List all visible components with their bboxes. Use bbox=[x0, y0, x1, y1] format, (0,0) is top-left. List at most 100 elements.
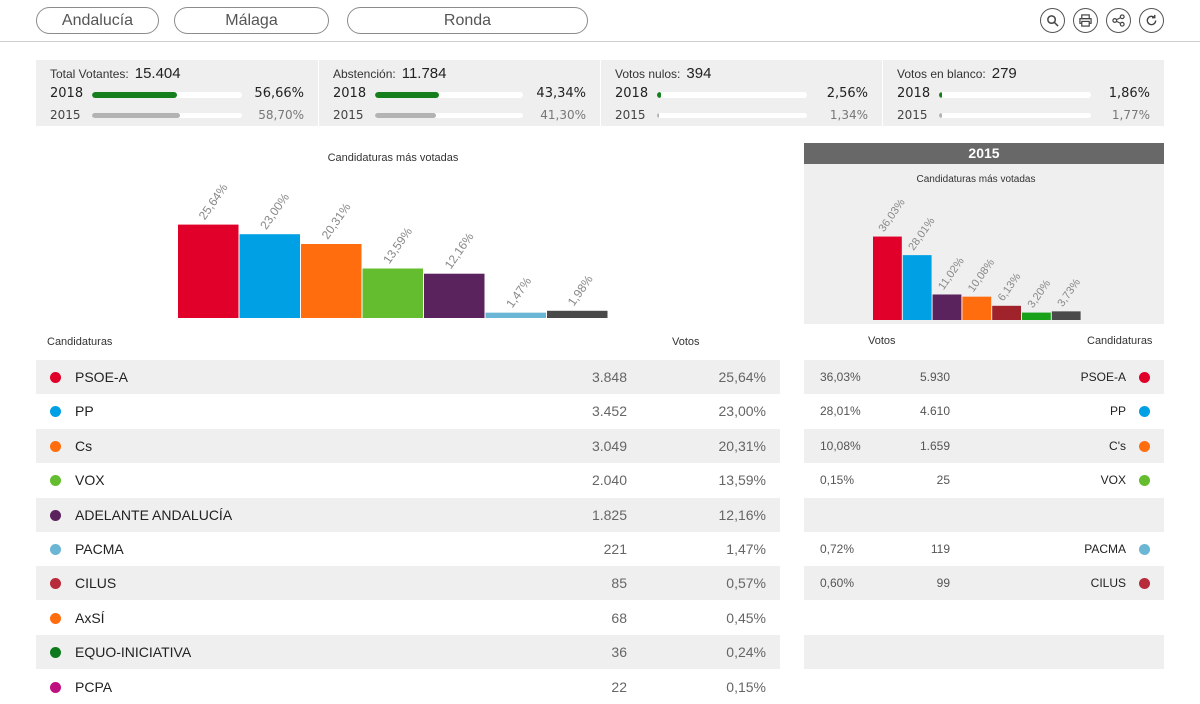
bar-value-label: 11,02% bbox=[936, 255, 967, 292]
pct-2015: 58,70% bbox=[258, 108, 304, 122]
panel-party-name: PACMA bbox=[1084, 542, 1126, 556]
party-name: PCPA bbox=[75, 678, 113, 695]
party-percent: 0,15% bbox=[726, 678, 766, 695]
search-icon[interactable] bbox=[1040, 8, 1065, 33]
municipality-selector[interactable]: Ronda bbox=[347, 7, 588, 34]
party-color-dot bbox=[50, 544, 61, 555]
party-percent: 13,59% bbox=[718, 472, 766, 489]
bar bbox=[362, 268, 423, 318]
share-icon[interactable] bbox=[1106, 8, 1131, 33]
table-row[interactable]: EQUO-INICIATIVA 36 0,24% bbox=[36, 635, 780, 670]
progress-fill bbox=[375, 113, 437, 118]
bar bbox=[547, 310, 608, 318]
panel-party-name: CILUS bbox=[1090, 576, 1126, 591]
panel-bar-chart: 36,03%28,01%11,02% 10,08%6,13% 3,20% 3,73% bbox=[873, 200, 1083, 320]
table-row[interactable]: VOX 2.040 13,59% bbox=[36, 463, 780, 497]
table-row[interactable]: PACMA 221 1,47% bbox=[36, 532, 780, 566]
pct-2015: 41,30% bbox=[540, 108, 586, 122]
pct-2018: 1,86% bbox=[1108, 86, 1150, 101]
party-percent: 20,31% bbox=[718, 437, 766, 454]
party-name: PSOE-A bbox=[75, 369, 128, 385]
party-color-dot bbox=[50, 372, 61, 383]
table-row[interactable]: PCPA 22 0,15% bbox=[36, 670, 780, 704]
table-row[interactable]: ADELANTE ANDALUCÍA 1.825 12,16% bbox=[36, 497, 780, 532]
party-name: CILUS bbox=[75, 575, 117, 592]
panel-table-row bbox=[804, 601, 1164, 635]
panel-col-candidaturas: Candidaturas bbox=[1087, 335, 1153, 347]
bar-value-label: 3,73% bbox=[1055, 276, 1083, 309]
table-row[interactable]: AxSÍ 68 0,45% bbox=[36, 601, 780, 635]
party-color-dot bbox=[1139, 406, 1150, 418]
table-row[interactable]: PP 3.452 23,00% bbox=[36, 394, 780, 428]
bar-value-label: 13,59% bbox=[380, 225, 415, 267]
bar bbox=[301, 244, 362, 318]
panel-table-row: 28,01% 4.610 PP bbox=[804, 394, 1164, 428]
col-header-votos: Votos bbox=[672, 336, 700, 348]
party-name: PACMA bbox=[75, 541, 124, 557]
stat-value: 11.784 bbox=[401, 65, 447, 82]
stat-value: 394 bbox=[686, 65, 712, 82]
party-votes: 1.825 bbox=[591, 506, 627, 523]
progress-2018 bbox=[939, 92, 1091, 98]
party-color-dot bbox=[50, 681, 61, 693]
main-bar-chart: 25,64% 23,00% 20,31% 13,59% 12,16% 1,47% 1,98% bbox=[178, 181, 608, 318]
bar-value-label: 25,64% bbox=[196, 181, 231, 223]
table-row[interactable]: PSOE-A 3.848 25,64% bbox=[36, 360, 780, 394]
refresh-icon[interactable] bbox=[1139, 8, 1164, 33]
panel-col-votos: Votos bbox=[868, 335, 896, 347]
pct-2015: 1,34% bbox=[829, 108, 868, 122]
table-row[interactable]: Cs 3.049 20,31% bbox=[36, 428, 780, 463]
party-color-dot bbox=[1139, 440, 1150, 452]
progress-fill bbox=[657, 92, 661, 98]
progress-2015 bbox=[92, 113, 242, 118]
bar bbox=[1051, 311, 1081, 320]
party-color-dot bbox=[1139, 578, 1150, 590]
panel-table-row: 10,08% 1.659 C's bbox=[804, 428, 1164, 463]
table-row[interactable]: CILUS 85 0,57% bbox=[36, 566, 780, 601]
panel-party-name: VOX bbox=[1100, 473, 1126, 488]
progress-2015 bbox=[657, 113, 807, 118]
party-percent: 0,24% bbox=[726, 644, 766, 661]
stat-value: 15.404 bbox=[134, 65, 181, 82]
party-color-dot bbox=[50, 475, 61, 487]
region-selector[interactable]: Andalucía bbox=[36, 7, 159, 34]
bar bbox=[424, 273, 485, 318]
main-chart-title: Candidaturas más votadas bbox=[327, 152, 459, 164]
panel-table-row: 0,15% 25 VOX bbox=[804, 463, 1164, 497]
panel-2015-header: 2015 bbox=[804, 143, 1164, 164]
party-name: AxSÍ bbox=[75, 609, 105, 626]
year-label: 2018 bbox=[897, 86, 931, 101]
party-color-dot bbox=[1139, 544, 1150, 555]
stat-votos-nulos: Votos nulos: 394 2018 2,56% 2015 1,34% bbox=[600, 60, 882, 126]
progress-fill bbox=[939, 113, 942, 118]
panel-party-name: PP bbox=[1109, 404, 1126, 419]
party-color-dot bbox=[50, 406, 61, 418]
progress-2018 bbox=[375, 92, 523, 98]
party-votes: 3.848 bbox=[591, 369, 627, 385]
party-name: EQUO-INICIATIVA bbox=[75, 644, 192, 661]
panel-percent: 36,03% bbox=[820, 370, 861, 384]
progress-fill bbox=[375, 92, 440, 98]
bar bbox=[932, 294, 962, 320]
stat-label: Votos nulos: bbox=[615, 67, 681, 81]
panel-table-row: 0,60% 99 CILUS bbox=[804, 566, 1164, 601]
bar-value-label: 28,01% bbox=[906, 215, 937, 253]
panel-table-row bbox=[804, 497, 1164, 532]
progress-fill bbox=[92, 92, 177, 98]
bar-value-label: 36,03% bbox=[877, 200, 908, 234]
province-selector[interactable]: Málaga bbox=[174, 7, 329, 34]
bar bbox=[873, 236, 902, 320]
progress-fill bbox=[92, 113, 181, 118]
progress-fill bbox=[939, 92, 942, 98]
party-percent: 1,47% bbox=[726, 541, 766, 557]
panel-table-row: 0,72% 119 PACMA bbox=[804, 532, 1164, 566]
party-votes: 2.040 bbox=[591, 472, 627, 489]
stat-label: Total Votantes: bbox=[50, 67, 129, 81]
print-icon[interactable] bbox=[1073, 8, 1098, 33]
party-votes: 36 bbox=[611, 644, 627, 661]
panel-party-name: PSOE-A bbox=[1080, 370, 1126, 384]
party-name: VOX bbox=[75, 472, 105, 489]
panel-percent: 0,15% bbox=[820, 473, 855, 488]
bar-value-label: 23,00% bbox=[257, 190, 292, 232]
progress-2018 bbox=[92, 92, 242, 98]
